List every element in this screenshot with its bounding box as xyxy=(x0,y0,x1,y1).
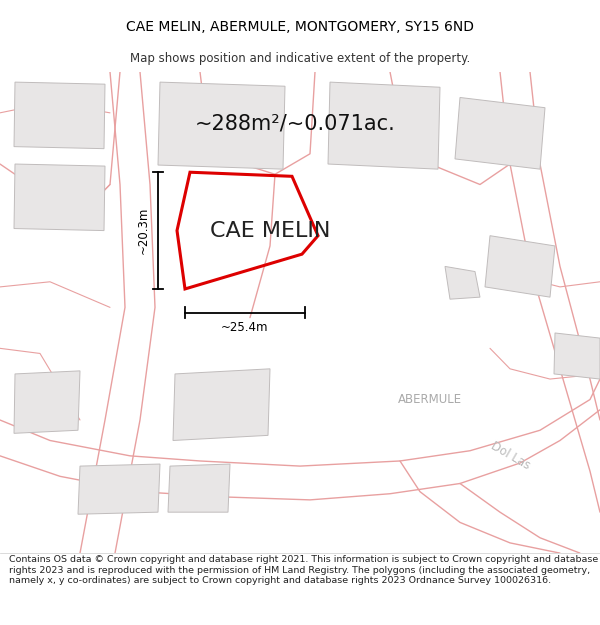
Polygon shape xyxy=(78,464,160,514)
Polygon shape xyxy=(14,82,105,149)
Polygon shape xyxy=(445,266,480,299)
Polygon shape xyxy=(168,464,230,512)
Polygon shape xyxy=(173,369,270,441)
Text: Dol Las: Dol Las xyxy=(488,439,532,472)
Polygon shape xyxy=(328,82,440,169)
Text: ABERMULE: ABERMULE xyxy=(398,393,462,406)
Text: ~25.4m: ~25.4m xyxy=(221,321,269,334)
Text: CAE MELIN, ABERMULE, MONTGOMERY, SY15 6ND: CAE MELIN, ABERMULE, MONTGOMERY, SY15 6N… xyxy=(126,20,474,34)
Polygon shape xyxy=(554,333,600,379)
Text: ~20.3m: ~20.3m xyxy=(137,207,150,254)
Text: ~288m²/~0.071ac.: ~288m²/~0.071ac. xyxy=(195,113,396,133)
Polygon shape xyxy=(455,98,545,169)
Polygon shape xyxy=(485,236,555,297)
Text: CAE MELIN: CAE MELIN xyxy=(210,221,330,241)
Polygon shape xyxy=(158,82,285,169)
Text: Map shows position and indicative extent of the property.: Map shows position and indicative extent… xyxy=(130,52,470,65)
Polygon shape xyxy=(14,371,80,433)
Text: Contains OS data © Crown copyright and database right 2021. This information is : Contains OS data © Crown copyright and d… xyxy=(9,555,598,585)
Polygon shape xyxy=(14,164,105,231)
